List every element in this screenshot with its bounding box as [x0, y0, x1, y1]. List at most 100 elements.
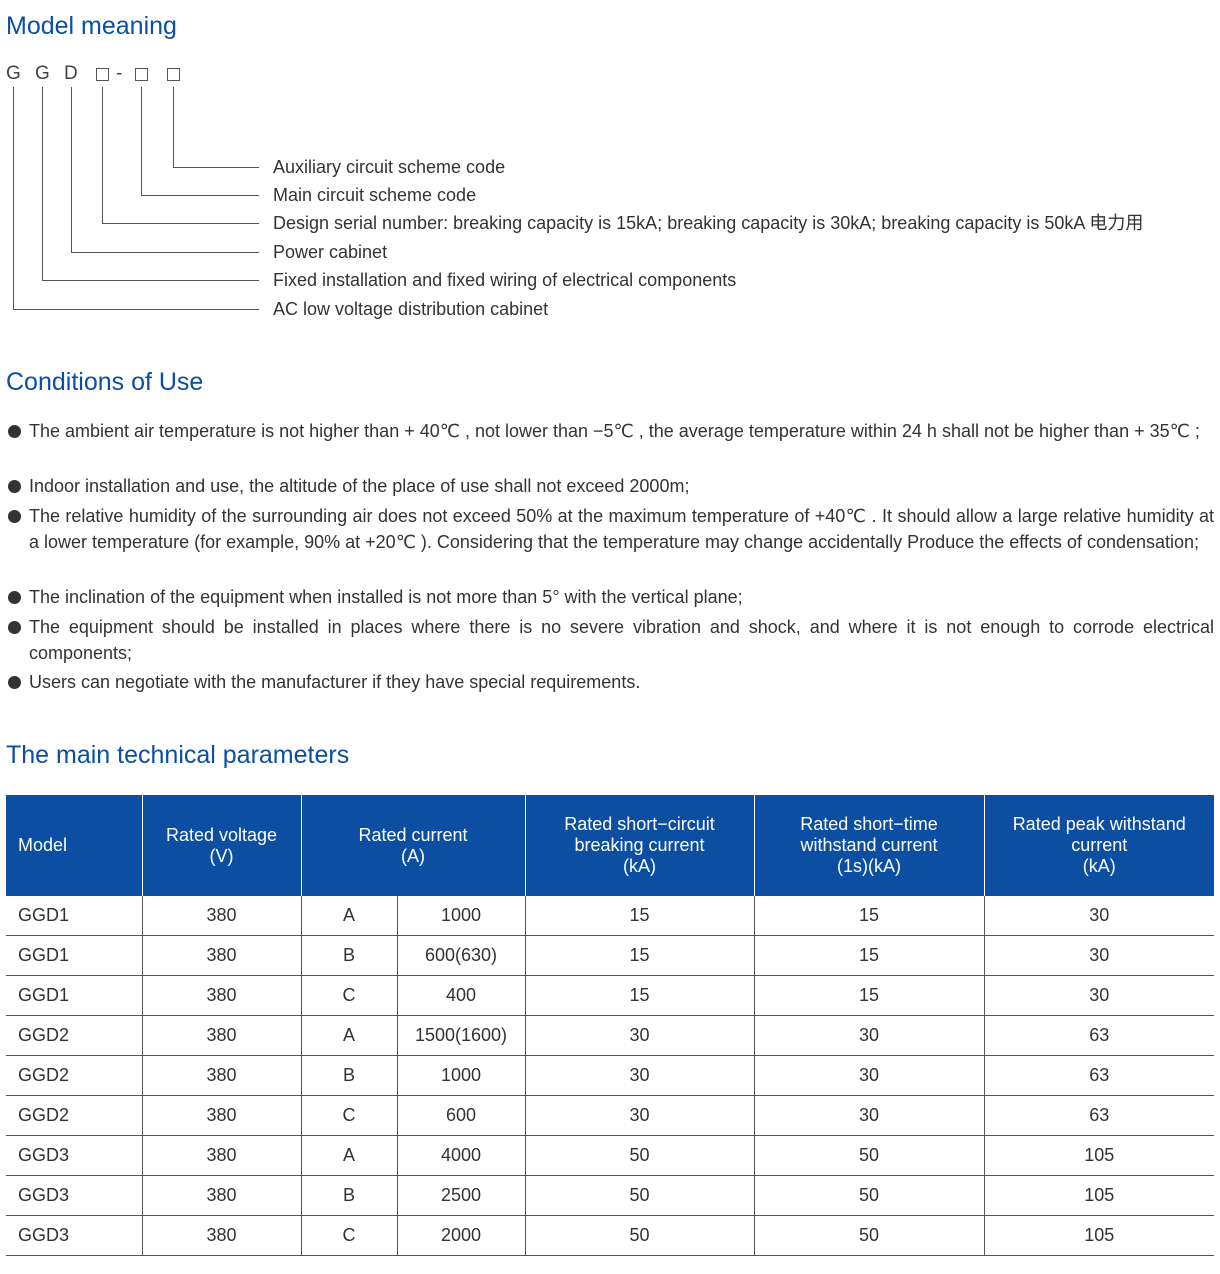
table-row: GGD2 380 C 600 30 30 63	[6, 1095, 1214, 1136]
connector-line	[141, 87, 142, 195]
model-cell: GGD2	[6, 1055, 142, 1096]
model-cell: GGD2	[6, 1095, 142, 1136]
bullet-icon	[8, 480, 21, 493]
parameters-table: Model Rated voltage (V) Rated current (A) …	[6, 795, 1214, 1256]
header-model: Model	[6, 795, 142, 896]
current-class-cell: A	[300, 1015, 397, 1056]
header-rated-current: Rated current (A)	[300, 795, 525, 896]
connector-line	[141, 195, 259, 196]
current-value-cell: 2500	[396, 1175, 525, 1216]
breaking-cell: 30	[524, 1055, 754, 1096]
breaking-cell: 15	[524, 896, 754, 936]
model-cell: GGD3	[6, 1135, 142, 1176]
peak-cell: 105	[983, 1175, 1214, 1216]
voltage-cell: 380	[141, 1135, 301, 1176]
voltage-cell: 380	[141, 1095, 301, 1136]
code-placeholder-box-serial	[96, 68, 109, 81]
model-cell: GGD3	[6, 1215, 142, 1256]
peak-cell: 63	[983, 1095, 1214, 1136]
bullet-icon	[8, 676, 21, 689]
table-row: GGD1 380 A 1000 15 15 30	[6, 896, 1214, 936]
meaning-design-serial: Design serial number: breaking capacity …	[273, 213, 1144, 233]
voltage-cell: 380	[141, 1175, 301, 1216]
short-time-cell: 15	[753, 935, 984, 976]
table-row: GGD3 380 B 2500 50 50 105	[6, 1175, 1214, 1216]
connector-line	[42, 280, 259, 281]
header-peak-withstand: Rated peak withstand current (kA)	[983, 795, 1214, 896]
header-short-time-current: Rated short−time withstand current (1s)(kA…	[753, 795, 984, 896]
peak-cell: 105	[983, 1215, 1214, 1256]
current-value-cell: 1500(1600)	[396, 1015, 525, 1056]
connector-line	[102, 87, 103, 223]
voltage-cell: 380	[141, 1015, 301, 1056]
peak-cell: 30	[983, 975, 1214, 1016]
model-cell: GGD1	[6, 935, 142, 976]
table-row: GGD2 380 B 1000 30 30 63	[6, 1055, 1214, 1096]
model-cell: GGD1	[6, 975, 142, 1016]
current-value-cell: 1000	[396, 1055, 525, 1096]
current-value-cell: 600	[396, 1095, 525, 1136]
code-letter-d: D	[64, 63, 78, 84]
current-class-cell: B	[300, 1055, 397, 1096]
parameters-title: The main technical parameters	[6, 741, 350, 769]
code-placeholder-box-main	[135, 68, 148, 81]
current-value-cell: 4000	[396, 1135, 525, 1176]
current-class-cell: B	[300, 1175, 397, 1216]
meaning-ac-low-voltage: AC low voltage distribution cabinet	[273, 299, 549, 319]
table-row: GGD2 380 A 1500(1600) 30 30 63	[6, 1015, 1214, 1056]
voltage-cell: 380	[141, 1055, 301, 1096]
current-class-cell: C	[300, 975, 397, 1016]
breaking-cell: 50	[524, 1135, 754, 1176]
bullet-icon	[8, 425, 21, 438]
breaking-cell: 50	[524, 1215, 754, 1256]
bullet-icon	[8, 510, 21, 523]
breaking-cell: 30	[524, 1015, 754, 1056]
connector-line	[173, 167, 259, 168]
peak-cell: 30	[983, 896, 1214, 936]
short-time-cell: 15	[753, 896, 984, 936]
code-letter-g1: G	[6, 63, 21, 84]
current-value-cell: 600(630)	[396, 935, 525, 976]
condition-text: The ambient air temperature is not highe…	[29, 421, 1200, 441]
code-letter-g2: G	[35, 63, 50, 84]
connector-line	[173, 87, 174, 167]
current-class-cell: A	[300, 1135, 397, 1176]
meaning-auxiliary-circuit: Auxiliary circuit scheme code	[273, 157, 506, 177]
connector-line	[13, 87, 14, 309]
short-time-cell: 50	[753, 1135, 984, 1176]
condition-item: Users can negotiate with the manufacture…	[8, 669, 1214, 695]
meaning-main-circuit: Main circuit scheme code	[273, 185, 477, 205]
meaning-fixed-installation: Fixed installation and fixed wiring of e…	[273, 270, 737, 290]
bullet-icon	[8, 621, 21, 634]
voltage-cell: 380	[141, 975, 301, 1016]
voltage-cell: 380	[141, 896, 301, 936]
current-class-cell: B	[300, 935, 397, 976]
condition-text: Indoor installation and use, the altitud…	[29, 476, 690, 496]
short-time-cell: 30	[753, 1015, 984, 1056]
peak-cell: 63	[983, 1055, 1214, 1096]
breaking-cell: 50	[524, 1175, 754, 1216]
table-row: GGD3 380 A 4000 50 50 105	[6, 1135, 1214, 1176]
condition-item: Indoor installation and use, the altitud…	[8, 473, 1214, 499]
header-rated-voltage: Rated voltage (V)	[141, 795, 301, 896]
table-row: GGD3 380 C 2000 50 50 105	[6, 1215, 1214, 1256]
condition-item: The inclination of the equipment when in…	[8, 584, 1214, 610]
short-time-cell: 50	[753, 1215, 984, 1256]
condition-text: Users can negotiate with the manufacture…	[29, 672, 641, 692]
condition-item: The equipment should be installed in pla…	[8, 614, 1214, 666]
table-header-row: Model Rated voltage (V) Rated current (A) …	[6, 795, 1214, 896]
condition-text: The inclination of the equipment when in…	[29, 587, 743, 607]
current-value-cell: 1000	[396, 896, 525, 936]
model-cell: GGD2	[6, 1015, 142, 1056]
meaning-power-cabinet: Power cabinet	[273, 242, 388, 262]
model-cell: GGD1	[6, 896, 142, 936]
voltage-cell: 380	[141, 1215, 301, 1256]
breaking-cell: 30	[524, 1095, 754, 1136]
breaking-cell: 15	[524, 935, 754, 976]
peak-cell: 63	[983, 1015, 1214, 1056]
header-breaking-current: Rated short−circuit breaking current (kA)	[524, 795, 754, 896]
current-class-cell: C	[300, 1215, 397, 1256]
short-time-cell: 15	[753, 975, 984, 1016]
model-meaning-title: Model meaning	[6, 12, 177, 40]
code-dash: -	[116, 63, 123, 84]
